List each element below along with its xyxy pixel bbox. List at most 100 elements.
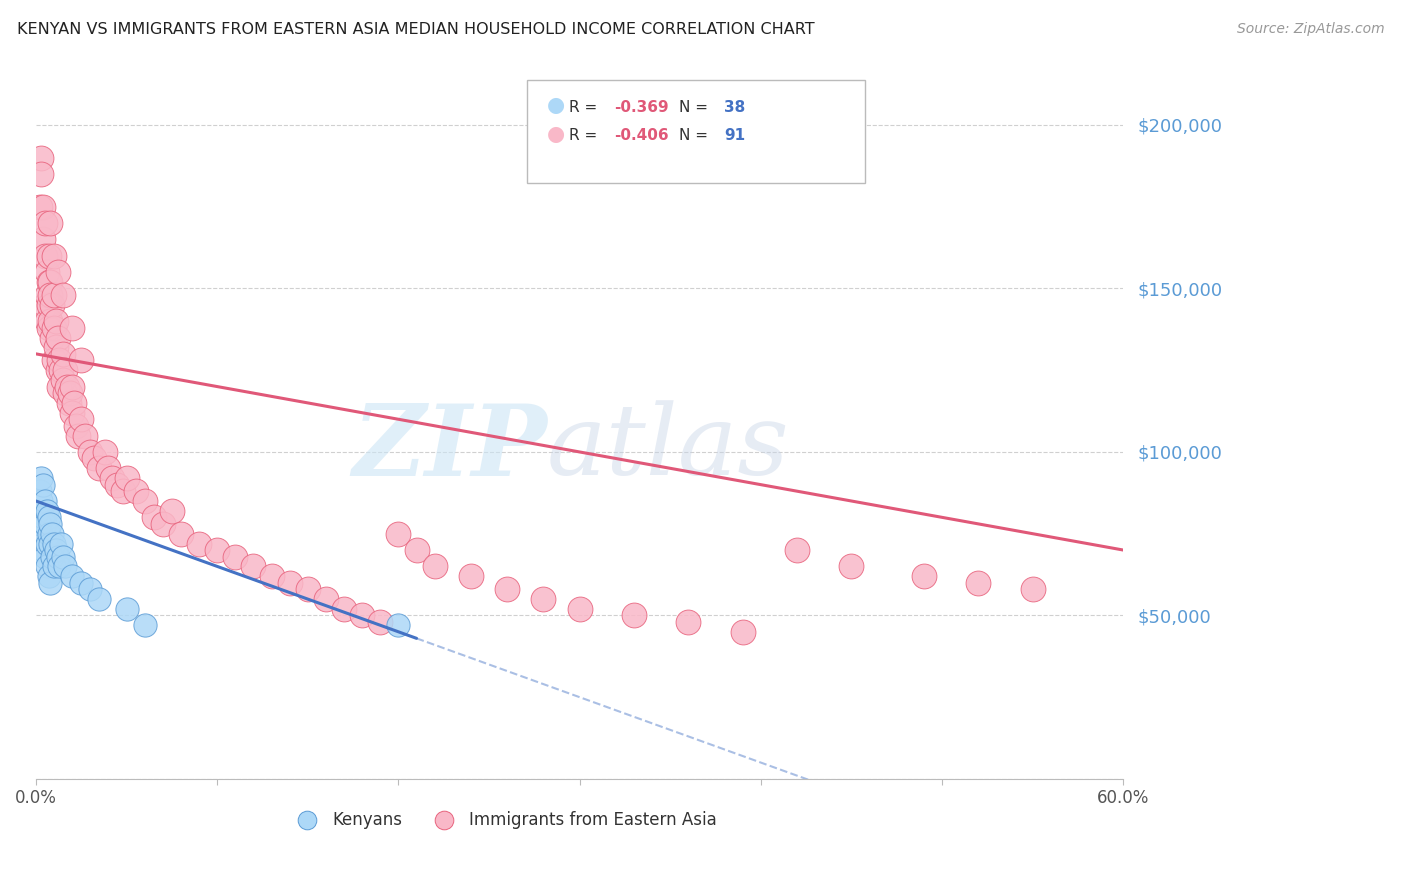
Point: [39, 575, 62, 590]
Point: [38, 320, 60, 334]
Point: [60, 406, 83, 420]
Point: [32, 543, 55, 558]
Point: [42, 288, 65, 302]
Point: [841, 559, 863, 574]
Point: [30, 471, 52, 485]
Point: [42, 536, 65, 550]
Point: [60, 320, 83, 334]
Point: [34, 549, 56, 564]
Point: [52, 288, 75, 302]
Point: [115, 471, 138, 485]
Point: [46, 549, 69, 564]
Point: [38, 298, 60, 312]
Point: [107, 477, 129, 491]
Point: [38, 275, 60, 289]
Point: [387, 618, 409, 632]
Text: KENYAN VS IMMIGRANTS FROM EASTERN ASIA MEDIAN HOUSEHOLD INCOME CORRELATION CHART: KENYAN VS IMMIGRANTS FROM EASTERN ASIA M…: [17, 22, 814, 37]
Point: [53, 363, 76, 377]
Point: [35, 265, 58, 279]
Point: [368, 615, 391, 629]
Point: [46, 330, 69, 344]
Point: [63, 396, 86, 410]
Point: [352, 608, 374, 623]
Point: [35, 536, 58, 550]
Point: [39, 536, 62, 550]
Point: [48, 353, 70, 368]
Point: [53, 386, 76, 401]
Point: [623, 608, 645, 623]
Point: [124, 484, 146, 499]
Point: [731, 624, 754, 639]
Point: [34, 494, 56, 508]
Point: [423, 559, 446, 574]
Point: [260, 569, 283, 583]
Point: [912, 569, 935, 583]
Point: [38, 510, 60, 524]
Point: [30, 151, 52, 165]
Point: [34, 298, 56, 312]
Text: -0.369: -0.369: [614, 100, 669, 114]
Point: [41, 526, 63, 541]
Point: [34, 216, 56, 230]
Text: ZIP: ZIP: [352, 400, 547, 496]
Point: [42, 353, 65, 368]
Point: [51, 363, 73, 377]
Point: [32, 510, 55, 524]
Point: [111, 484, 134, 499]
Point: [55, 379, 77, 393]
Text: R =: R =: [569, 100, 603, 114]
Point: [65, 418, 87, 433]
Point: [42, 559, 65, 574]
Point: [35, 559, 58, 574]
Point: [134, 618, 156, 632]
Point: [134, 494, 156, 508]
Point: [70, 575, 93, 590]
Point: [73, 428, 96, 442]
Point: [41, 549, 63, 564]
Point: [297, 582, 319, 597]
Point: [142, 510, 165, 524]
Legend: Kenyans, Immigrants from Eastern Asia: Kenyans, Immigrants from Eastern Asia: [284, 804, 723, 835]
Point: [39, 516, 62, 531]
Point: [34, 249, 56, 263]
Point: [45, 340, 67, 354]
Point: [38, 249, 60, 263]
Point: [70, 353, 93, 368]
Point: [97, 461, 120, 475]
Point: [60, 379, 83, 393]
Point: [38, 569, 60, 583]
Point: [89, 461, 111, 475]
Point: [48, 379, 70, 393]
Point: [52, 373, 75, 387]
Point: [66, 428, 89, 442]
Text: 38: 38: [724, 100, 745, 114]
Point: [160, 504, 183, 518]
Point: [30, 494, 52, 508]
Point: [278, 575, 301, 590]
Point: [27, 504, 49, 518]
Point: [170, 526, 193, 541]
Point: [28, 516, 51, 531]
Point: [967, 575, 990, 590]
Point: [30, 167, 52, 181]
Point: [39, 314, 62, 328]
Point: [460, 569, 482, 583]
Point: [315, 592, 337, 607]
Point: [28, 484, 51, 499]
Text: -0.406: -0.406: [614, 128, 669, 143]
Point: [58, 396, 80, 410]
Text: Source: ZipAtlas.com: Source: ZipAtlas.com: [1237, 22, 1385, 37]
Point: [32, 200, 55, 214]
Point: [205, 543, 228, 558]
Point: [42, 320, 65, 334]
Text: N =: N =: [679, 128, 713, 143]
Point: [35, 288, 58, 302]
Point: [35, 314, 58, 328]
Point: [35, 504, 58, 518]
Point: [41, 330, 63, 344]
Point: [94, 445, 117, 459]
Point: [51, 536, 73, 550]
Point: [188, 536, 211, 550]
Point: [45, 314, 67, 328]
Point: [79, 582, 101, 597]
